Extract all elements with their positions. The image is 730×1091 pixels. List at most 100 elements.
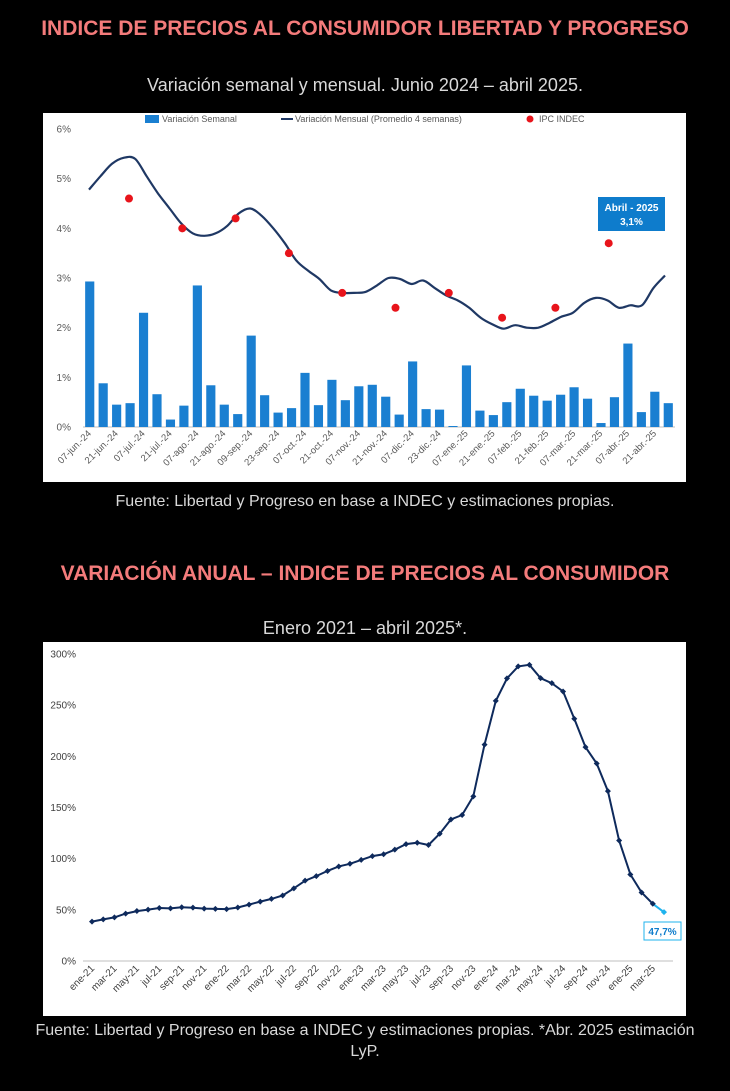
data-marker	[560, 688, 567, 695]
annotation-box	[643, 921, 682, 941]
y-tick-label: 50%	[56, 905, 76, 916]
data-marker	[470, 793, 477, 800]
chart1-subtitle: Variación semanal y mensual. Junio 2024 …	[147, 75, 583, 95]
chart1-source: Fuente: Libertad y Progreso en base a IN…	[115, 493, 615, 510]
ipc-indec-point	[444, 288, 453, 297]
y-tick-label: 150%	[50, 803, 76, 814]
y-tick-label: 4%	[57, 224, 72, 235]
chart1-title: INDICE DE PRECIOS AL CONSUMIDOR LIBERTAD…	[41, 17, 689, 40]
weekly-bar	[354, 386, 364, 427]
data-marker	[156, 904, 163, 911]
legend-ipc: IPC INDEC	[539, 114, 585, 124]
monthly-average-line	[88, 155, 666, 330]
chart2-panel: 0% 50% 100% 150% 200% 250% 300% ene-21 mar-21 may…	[43, 642, 686, 1016]
weekly-bar	[596, 423, 606, 427]
weekly-bar	[515, 388, 525, 427]
data-marker	[358, 856, 365, 863]
ipc-indec-point	[498, 313, 507, 322]
data-marker	[178, 904, 185, 911]
data-marker	[436, 830, 443, 837]
data-marker	[279, 892, 286, 899]
weekly-bar	[569, 387, 579, 427]
weekly-bar	[179, 405, 189, 427]
weekly-bar	[286, 408, 297, 427]
weekly-bar	[542, 400, 552, 427]
data-marker	[459, 811, 466, 818]
data-marker	[638, 889, 645, 896]
data-marker	[414, 839, 421, 846]
y-tick-label: 5%	[57, 174, 72, 185]
ipc-indec-point	[391, 303, 400, 312]
data-marker	[223, 906, 230, 913]
weekly-bar	[260, 395, 270, 427]
data-marker	[189, 904, 196, 911]
ipc-indec-point	[125, 194, 133, 203]
estimate-line-segment	[652, 902, 665, 913]
weekly-bar	[650, 391, 660, 427]
weekly-bar	[85, 281, 95, 427]
weekly-bar	[609, 397, 620, 427]
annual-variation-chart: 0%50%100%150%200%250%300%ene-21mar-21may…	[50, 650, 682, 995]
annual-variation-line	[91, 663, 654, 923]
annotation-value: 3,1%	[620, 217, 643, 228]
weekly-bar	[461, 365, 472, 427]
ipc-indec-point	[338, 288, 347, 297]
data-marker	[548, 680, 555, 687]
data-marker	[604, 788, 611, 795]
y-tick-label: 0%	[57, 423, 72, 434]
weekly-bar	[273, 412, 283, 427]
weekly-bar	[152, 394, 162, 427]
data-marker	[380, 851, 387, 858]
data-marker	[290, 885, 297, 892]
chart1-panel: 0% 1% 2% 3% 4% 5% 6% Variación Semanal Variación…	[43, 113, 686, 482]
annotation-box	[598, 197, 665, 231]
data-marker	[403, 841, 410, 848]
weekly-bar	[313, 405, 324, 427]
weekly-bar	[475, 410, 485, 427]
data-marker	[234, 904, 241, 911]
chart2-subtitle: Enero 2021 – abril 2025*.	[262, 618, 468, 638]
data-marker	[313, 873, 320, 880]
weekly-bar	[219, 404, 229, 427]
weekly-bar	[233, 414, 243, 427]
data-marker	[133, 908, 140, 915]
y-tick-label: 3%	[57, 274, 72, 285]
x-tick-label: mar-25	[628, 963, 658, 993]
weekly-bar	[246, 335, 256, 427]
weekly-bar	[582, 398, 593, 427]
weekly-bar	[98, 383, 108, 427]
data-marker	[515, 663, 522, 670]
data-marker	[369, 853, 376, 860]
y-tick-label: 200%	[50, 752, 76, 763]
y-tick-label: 250%	[50, 701, 76, 712]
weekly-bar	[394, 414, 404, 427]
data-marker	[627, 871, 634, 878]
data-marker	[302, 877, 309, 884]
weekly-bar	[367, 384, 377, 427]
weekly-bar	[381, 396, 391, 427]
data-marker	[346, 860, 353, 867]
data-marker	[481, 741, 488, 748]
weekly-bar	[408, 361, 418, 427]
chart2-source: Fuente: Libertad y Progreso en base a IN…	[35, 1022, 695, 1060]
legend-dot-swatch	[526, 115, 534, 123]
data-marker	[616, 837, 623, 844]
weekly-bar	[192, 285, 202, 427]
weekly-bar	[502, 402, 512, 427]
data-marker	[571, 715, 578, 722]
weekly-bar	[529, 395, 539, 427]
data-marker	[391, 846, 398, 853]
data-marker	[167, 905, 174, 912]
ipc-indec-point	[284, 249, 293, 258]
weekly-bar	[434, 409, 445, 427]
data-marker	[212, 905, 219, 912]
data-marker	[447, 816, 454, 823]
annotation-value: 47,7%	[648, 927, 676, 938]
data-marker	[649, 900, 656, 907]
data-marker	[122, 910, 129, 917]
weekly-bar	[663, 403, 673, 427]
legend-monthly: Variación Mensual (Promedio 4 semanas)	[295, 114, 462, 124]
y-tick-label: 100%	[50, 854, 76, 865]
weekly-bar	[327, 379, 337, 427]
weekly-bar	[636, 412, 646, 427]
